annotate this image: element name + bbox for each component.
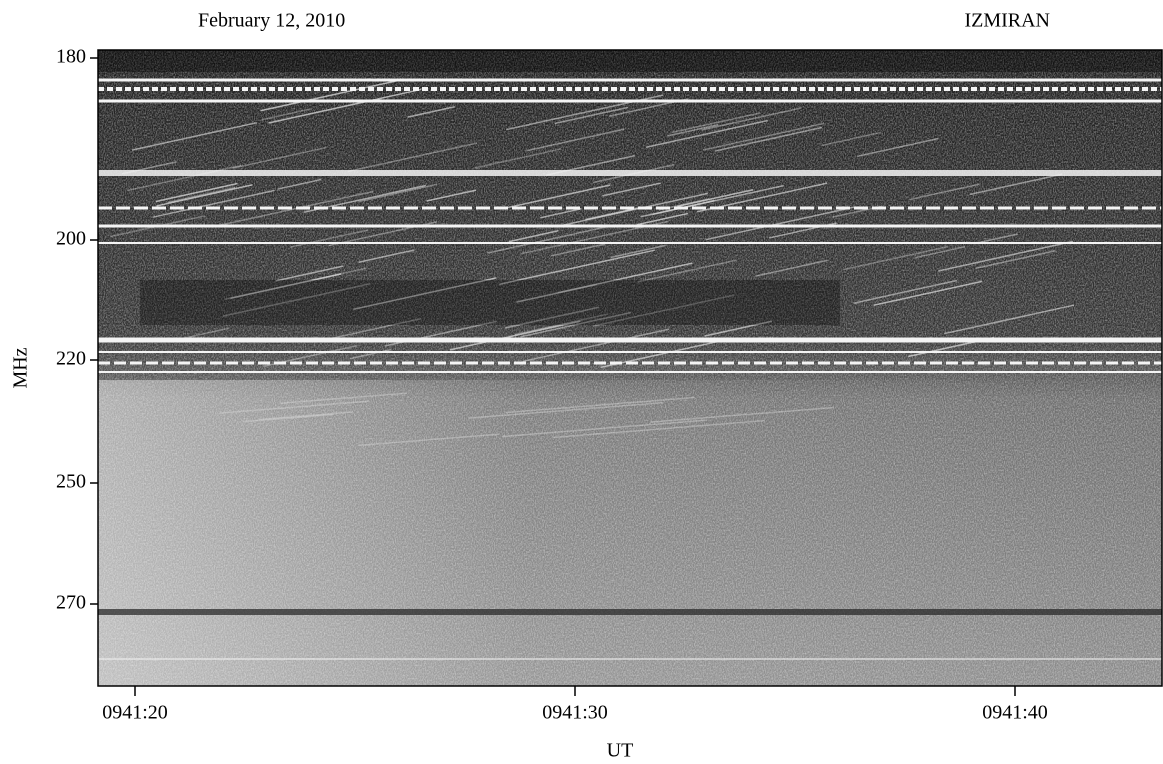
burst-streak [219, 400, 370, 414]
burst-streak [701, 107, 802, 131]
burst-streak [944, 304, 1075, 335]
burst-streak [969, 173, 1063, 196]
burst-streak [857, 137, 939, 158]
burst-streak [242, 413, 335, 423]
dark-band [140, 280, 840, 325]
burst-streak [667, 123, 719, 137]
burst-streak [222, 283, 371, 317]
x-tick-label: 0941:40 [982, 702, 1048, 724]
burst-streak [230, 273, 342, 299]
burst-streak [505, 184, 611, 209]
burst-streak [873, 280, 983, 307]
burst-streak [714, 126, 823, 152]
burst-streak [842, 245, 949, 271]
burst-streak [347, 142, 477, 173]
burst-streak [508, 230, 559, 243]
burst-streak [853, 279, 957, 304]
burst-streak [280, 392, 407, 404]
burst-streak [637, 212, 689, 226]
burst-streak [637, 259, 737, 283]
burst-streak [152, 189, 275, 218]
burst-streak [487, 225, 609, 254]
burst-streak [324, 317, 422, 341]
burst-streak [468, 401, 664, 419]
burst-streak [540, 208, 582, 219]
burst-streak [258, 411, 354, 421]
burst-streak [522, 328, 670, 363]
burst-streak [650, 406, 835, 423]
burst-streak [232, 146, 327, 169]
burst-streak [277, 178, 322, 190]
spectrogram-image [98, 50, 1162, 686]
burst-streak [554, 106, 629, 125]
burst-streak [358, 249, 415, 263]
burst-streak [652, 184, 784, 216]
burst-streak [677, 188, 754, 208]
burst-streak [499, 249, 655, 286]
burst-streak [179, 327, 230, 340]
plot-frame [97, 49, 1163, 687]
burst-streak [156, 184, 253, 207]
interference-lines [98, 78, 1162, 660]
burst-streak [755, 259, 828, 277]
y-tick-label: 180 [56, 46, 86, 68]
burst-streak [504, 306, 600, 329]
dark-band [98, 50, 1162, 72]
burst-streak [557, 262, 693, 294]
burst-streak [914, 246, 966, 259]
burst-streak [702, 122, 825, 151]
burst-streak [167, 186, 236, 204]
burst-streak [610, 244, 666, 259]
burst-streak [821, 131, 882, 147]
burst-streak [502, 419, 707, 438]
burst-streak [514, 313, 609, 336]
x-tick-label: 0941:20 [102, 702, 168, 724]
burst-streak [358, 433, 500, 447]
burst-streak [909, 183, 980, 201]
x-axis-label: UT [607, 740, 634, 762]
burst-streak [358, 183, 438, 203]
noise [98, 50, 1162, 686]
burst-streak [426, 189, 477, 202]
burst-streak [561, 192, 709, 227]
burst-streak [155, 182, 238, 203]
burst-streak [353, 277, 497, 311]
y-tick-label: 200 [56, 228, 86, 250]
station-annotation: IZMIRAN [964, 10, 1050, 32]
burst-streak [474, 148, 562, 169]
y-tick-label: 220 [56, 348, 86, 370]
burst-streak [593, 294, 735, 327]
burst-streak [526, 128, 625, 152]
burst-streak [131, 121, 257, 151]
burst-streak [289, 229, 369, 248]
burst-streak [260, 79, 402, 112]
date-annotation: February 12, 2010 [198, 10, 345, 32]
burst-streak [975, 250, 1056, 270]
burst-streak [602, 182, 661, 197]
x-tick-label: 0941:30 [542, 702, 608, 724]
burst-streak [505, 396, 695, 414]
burst-streak [275, 265, 344, 282]
burst-streak [705, 206, 855, 241]
burst-streak [520, 311, 632, 338]
y-tick-label: 250 [56, 471, 86, 493]
burst-streak [671, 112, 761, 134]
burst-streak [704, 320, 773, 337]
burst-streak [551, 243, 606, 257]
burst-streak [938, 240, 1074, 272]
burst-streak [645, 119, 769, 149]
y-axis-label: MHz [10, 347, 32, 388]
y-tick-label: 270 [56, 592, 86, 614]
burst-streak [268, 88, 422, 124]
burst-streak [407, 106, 455, 118]
burst-streak [261, 108, 312, 121]
burst-streak [127, 164, 242, 192]
burst-streak [552, 419, 765, 439]
burst-streak [449, 320, 581, 351]
